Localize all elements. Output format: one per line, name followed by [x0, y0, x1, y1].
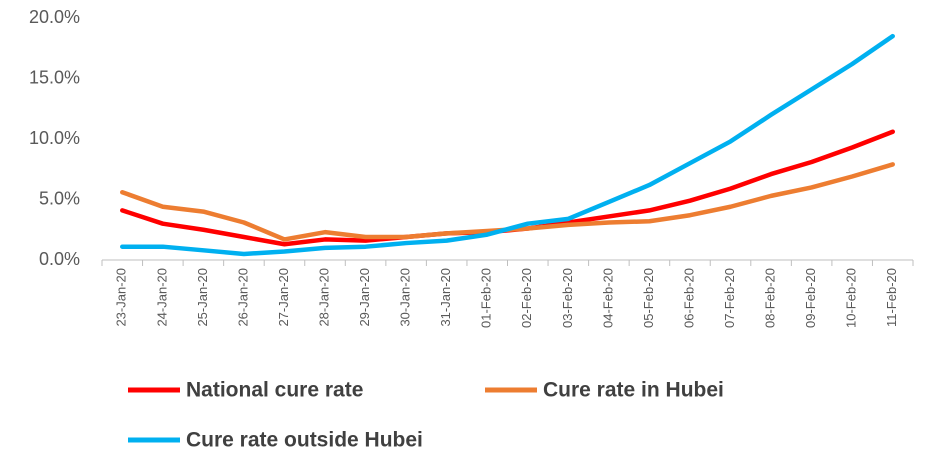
x-tick-label: 04-Feb-20 — [600, 268, 615, 328]
x-tick-label: 09-Feb-20 — [803, 268, 818, 328]
x-tick-label: 07-Feb-20 — [722, 268, 737, 328]
x-tick-label: 29-Jan-20 — [357, 268, 372, 327]
y-tick-label: 15.0% — [29, 67, 80, 87]
legend-label: Cure rate in Hubei — [543, 379, 724, 402]
x-tick-label: 30-Jan-20 — [398, 268, 413, 327]
x-tick-label: 05-Feb-20 — [641, 268, 656, 328]
x-tick-label: 11-Feb-20 — [884, 268, 899, 327]
legend-label: National cure rate — [186, 379, 363, 402]
x-tick-label: 24-Jan-20 — [154, 268, 169, 327]
x-tick-label: 28-Jan-20 — [316, 268, 331, 327]
x-tick-label: 03-Feb-20 — [560, 268, 575, 328]
x-tick-label: 08-Feb-20 — [763, 268, 778, 328]
x-tick-label: 25-Jan-20 — [195, 268, 210, 327]
y-tick-label: 5.0% — [39, 188, 80, 208]
x-tick-label: 23-Jan-20 — [114, 268, 129, 327]
x-tick-label: 31-Jan-20 — [438, 268, 453, 327]
x-tick-label: 02-Feb-20 — [519, 268, 534, 328]
x-tick-label: 10-Feb-20 — [844, 268, 859, 328]
legend-label: Cure rate outside Hubei — [186, 429, 423, 452]
y-tick-label: 20.0% — [29, 7, 80, 27]
series-line — [120, 33, 895, 257]
y-tick-label: 10.0% — [29, 128, 80, 148]
y-tick-label: 0.0% — [39, 249, 80, 269]
x-tick-label: 06-Feb-20 — [681, 268, 696, 328]
x-tick-label: 27-Jan-20 — [276, 268, 291, 327]
x-tick-label: 26-Jan-20 — [235, 268, 250, 327]
x-tick-label: 01-Feb-20 — [479, 268, 494, 328]
